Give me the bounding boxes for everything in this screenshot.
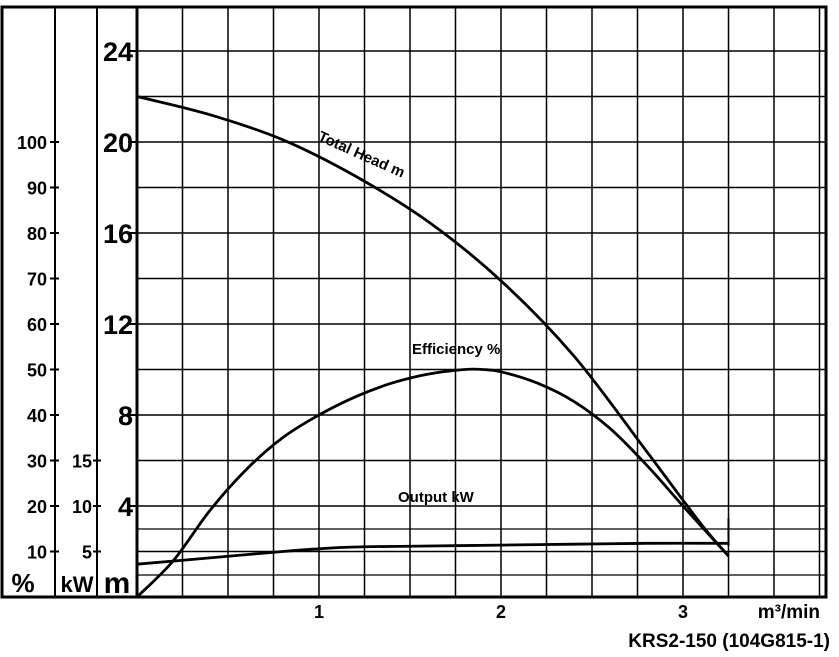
x-tick-label: 3 (678, 602, 688, 622)
chart-frame (0, 5, 828, 599)
grid (137, 7, 826, 597)
head-tick-label: 8 (118, 401, 133, 431)
efficiency-tick-label: 80 (27, 224, 47, 244)
head-tick-label: 20 (103, 128, 133, 158)
efficiency-tick-label: 40 (27, 406, 47, 426)
head-tick-label: 12 (103, 310, 133, 340)
power-tick-label: 5 (82, 543, 92, 563)
output-kw-curve (136, 541, 729, 566)
efficiency-tick-label: 90 (27, 179, 47, 199)
efficiency-tick-label: 50 (27, 361, 47, 381)
power-tick-label: 15 (72, 452, 92, 472)
head-tick-label: 24 (103, 37, 133, 67)
x-tick-label: 1 (314, 602, 324, 622)
power-axis-unit: kW (61, 572, 94, 597)
efficiency-label: Efficiency % (412, 341, 500, 358)
power-tick-label: 10 (72, 497, 92, 517)
outer-border (0, 5, 828, 599)
efficiency-tick-label: 60 (27, 315, 47, 335)
output-kw-label: Output kW (398, 489, 475, 506)
efficiency-curve (136, 367, 730, 598)
total-head-curve (136, 95, 730, 557)
efficiency-tick-label: 100 (17, 133, 47, 153)
total-head-label: Total Head m (315, 128, 407, 181)
curves (136, 95, 730, 598)
head-tick-label: 16 (103, 219, 133, 249)
efficiency-tick-label: 70 (27, 270, 47, 290)
head-tick-label: 4 (118, 492, 133, 522)
x-tick-label: 2 (496, 602, 506, 622)
head-axis-unit: m (104, 567, 131, 600)
x-axis-unit: m³/min (758, 602, 820, 623)
efficiency-tick-label: 20 (27, 497, 47, 517)
efficiency-tick-label: 30 (27, 452, 47, 472)
efficiency-axis-unit: % (11, 568, 34, 598)
efficiency-tick-label: 10 (27, 543, 47, 563)
model-caption: KRS2-150 (104G815-1) (628, 631, 830, 652)
